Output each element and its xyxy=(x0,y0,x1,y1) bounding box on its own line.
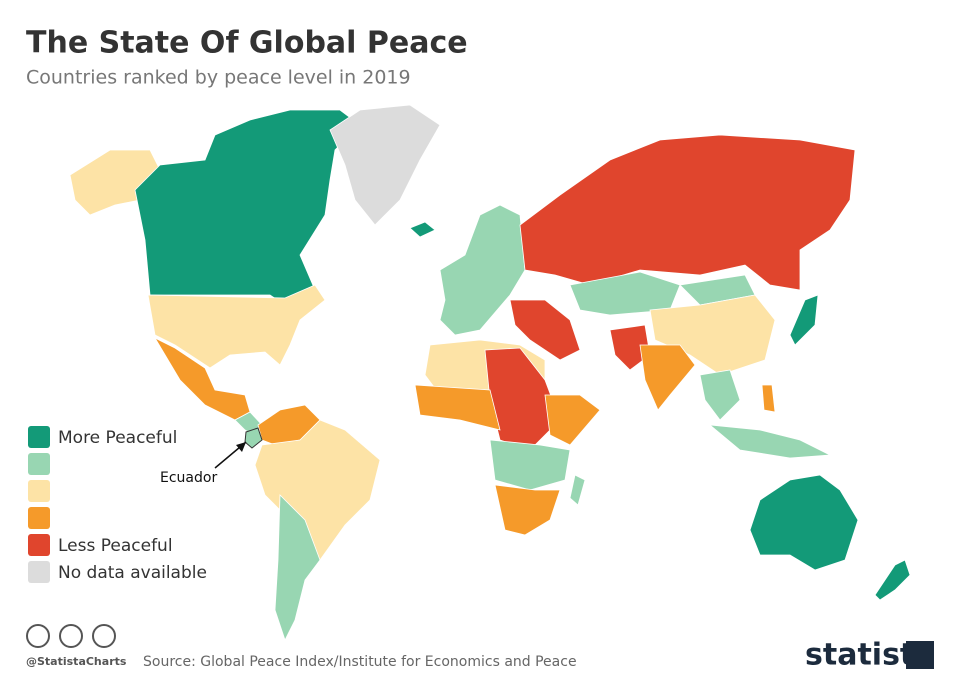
legend-swatch xyxy=(28,507,50,529)
ecuador xyxy=(244,427,263,449)
india xyxy=(639,344,696,411)
madagascar xyxy=(569,474,586,506)
australia xyxy=(749,474,859,571)
title: The State Of Global Peace xyxy=(26,26,468,61)
indonesia xyxy=(708,424,832,459)
iceland xyxy=(409,221,436,238)
turkey-middle-east xyxy=(509,299,581,361)
legend-label: Less Peaceful xyxy=(58,536,173,556)
southeast-asia xyxy=(699,369,741,421)
usa xyxy=(147,284,326,369)
annotation-label: Ecuador xyxy=(160,470,217,486)
west-africa xyxy=(414,384,501,431)
brand-logo xyxy=(906,641,934,669)
philippines xyxy=(761,384,776,413)
legend-swatch xyxy=(28,453,50,475)
canada xyxy=(134,109,361,306)
source: Source: Global Peace Index/Institute for… xyxy=(143,654,577,670)
japan xyxy=(789,294,819,346)
world-map xyxy=(69,104,911,642)
annotation-arrowhead xyxy=(236,442,246,452)
central-africa xyxy=(489,439,571,491)
legend-label: More Peaceful xyxy=(58,428,177,448)
new-zealand xyxy=(874,559,911,601)
southern-africa xyxy=(494,484,561,536)
brazil-region xyxy=(254,419,381,566)
europe xyxy=(439,204,526,336)
legend-swatch xyxy=(28,561,50,583)
horn-of-africa xyxy=(544,394,601,446)
legend-swatch xyxy=(28,534,50,556)
russia xyxy=(519,134,856,291)
southern-cone xyxy=(274,494,321,642)
subtitle: Countries ranked by peace level in 2019 xyxy=(26,67,411,89)
legend-label: No data available xyxy=(58,563,207,583)
legend: More Peaceful Less Peaceful No data availa… xyxy=(28,426,207,583)
greenland xyxy=(329,104,441,226)
legend-swatch xyxy=(28,480,50,502)
afghanistan-pakistan xyxy=(609,324,651,371)
legend-swatch xyxy=(28,426,50,448)
mexico xyxy=(153,337,251,421)
license-icons xyxy=(26,624,116,648)
handle: @StatistaCharts xyxy=(26,655,127,668)
